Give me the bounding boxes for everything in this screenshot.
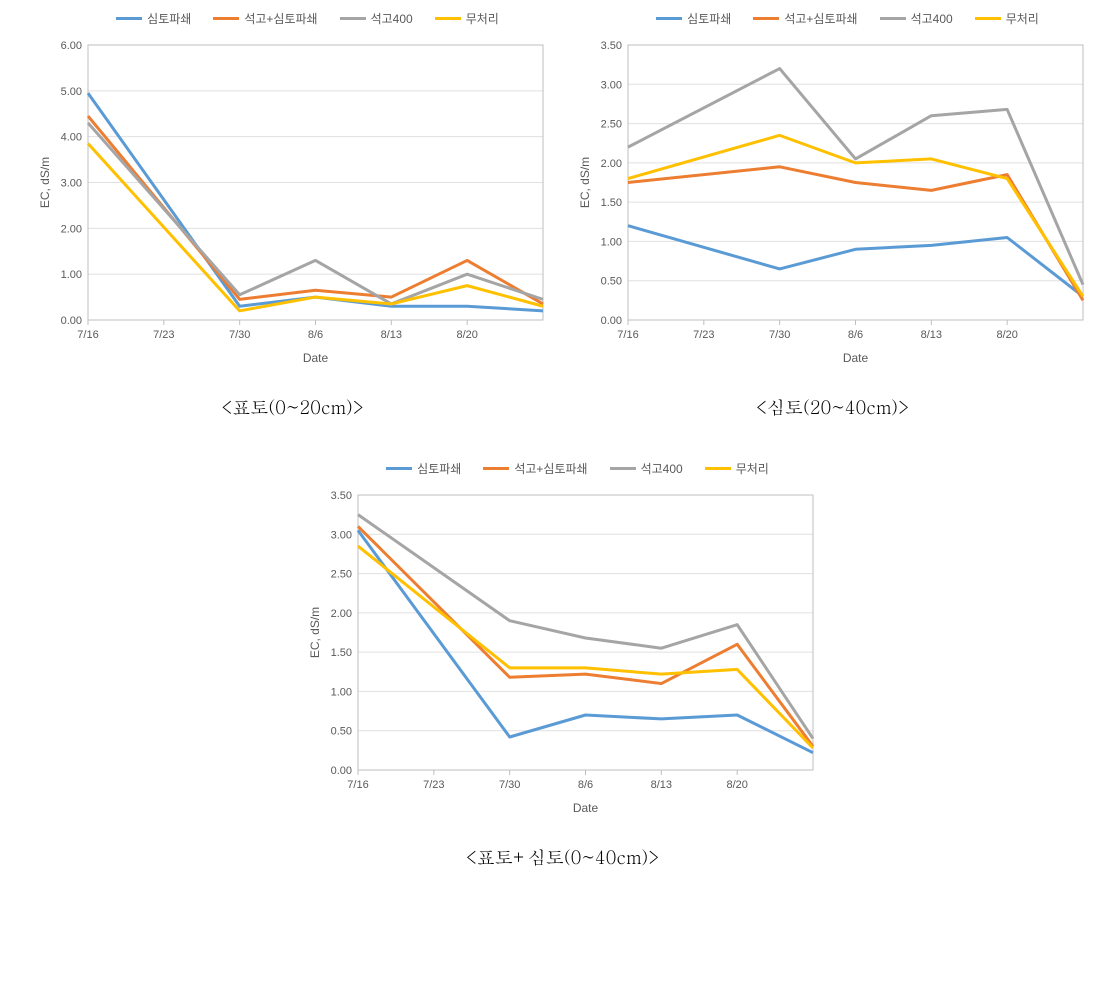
svg-text:0.50: 0.50 [330, 726, 351, 738]
svg-text:5.00: 5.00 [60, 86, 81, 98]
svg-text:7/30: 7/30 [768, 329, 789, 341]
svg-text:7/16: 7/16 [347, 779, 368, 791]
legend-item: 심토파쇄 [116, 10, 191, 27]
svg-text:3.00: 3.00 [600, 79, 621, 91]
chart-2: 0.00 0.50 1.00 1.50 2.00 2.50 3.00 3.50 7/16 7/23… [573, 35, 1093, 380]
legend-label: 석고400 [641, 460, 683, 477]
svg-text:2.00: 2.00 [330, 608, 351, 620]
legend-swatch [213, 17, 239, 20]
legend-item: 심토파쇄 [386, 460, 461, 477]
svg-text:8/20: 8/20 [726, 779, 747, 791]
caption-1: <표토(0~20cm)> [221, 395, 364, 420]
svg-text:1.50: 1.50 [600, 197, 621, 209]
legend-item: 석고+심토파쇄 [213, 10, 317, 27]
svg-text:8/20: 8/20 [996, 329, 1017, 341]
legend-label: 석고400 [371, 10, 413, 27]
svg-text:EC, dS/m: EC, dS/m [38, 157, 52, 208]
legend-swatch [610, 467, 636, 470]
svg-text:0.00: 0.00 [60, 315, 81, 327]
svg-text:7/30: 7/30 [498, 779, 519, 791]
legend-item: 석고400 [610, 460, 683, 477]
chart-1: 0.00 1.00 2.00 3.00 4.00 5.00 6.00 7/16 7/23 7/30… [33, 35, 553, 380]
top-row: 심토파쇄 석고+심토파쇄 석고400 무처리 0.00 1.00 2.00 3.00 4… [10, 10, 1105, 450]
svg-text:8/13: 8/13 [920, 329, 941, 341]
svg-text:0.50: 0.50 [600, 276, 621, 288]
legend-item: 석고400 [880, 10, 953, 27]
svg-text:0.00: 0.00 [600, 315, 621, 327]
svg-text:1.00: 1.00 [60, 269, 81, 281]
legend-swatch [340, 17, 366, 20]
chart-block-1: 심토파쇄 석고+심토파쇄 석고400 무처리 0.00 1.00 2.00 3.00 4… [33, 10, 553, 450]
svg-text:3.00: 3.00 [330, 529, 351, 541]
caption-3: <표토+심토(0~40cm)> [466, 845, 660, 870]
chart-block-2: 심토파쇄 석고+심토파쇄 석고400 무처리 0.00 0.50 1.00 1.50 2… [573, 10, 1093, 450]
svg-text:Date: Date [572, 801, 598, 815]
legend-item: 석고+심토파쇄 [483, 460, 587, 477]
svg-text:7/23: 7/23 [423, 779, 444, 791]
bottom-row: 심토파쇄 석고+심토파쇄 석고400 무처리 0.00 0.50 1.00 1.50 2… [10, 460, 1105, 900]
legend-swatch [880, 17, 906, 20]
legend-1: 심토파쇄 석고+심토파쇄 석고400 무처리 [86, 10, 499, 27]
legend-label: 심토파쇄 [687, 10, 731, 27]
legend-swatch [386, 467, 412, 470]
legend-2: 심토파쇄 석고+심토파쇄 석고400 무처리 [626, 10, 1039, 27]
legend-item: 석고+심토파쇄 [753, 10, 857, 27]
svg-text:8/20: 8/20 [456, 329, 477, 341]
legend-item: 무처리 [975, 10, 1039, 27]
legend-item: 무처리 [705, 460, 769, 477]
chart-3: 0.00 0.50 1.00 1.50 2.00 2.50 3.00 3.50 7/16 7/23… [303, 485, 823, 830]
legend-label: 무처리 [736, 460, 769, 477]
svg-text:7/16: 7/16 [617, 329, 638, 341]
legend-label: 무처리 [1006, 10, 1039, 27]
legend-swatch [705, 467, 731, 470]
legend-label: 석고400 [911, 10, 953, 27]
svg-text:8/6: 8/6 [307, 329, 322, 341]
svg-text:3.50: 3.50 [330, 490, 351, 502]
svg-text:8/6: 8/6 [577, 779, 592, 791]
svg-text:2.00: 2.00 [60, 223, 81, 235]
legend-item: 무처리 [435, 10, 499, 27]
legend-label: 무처리 [466, 10, 499, 27]
legend-swatch [483, 467, 509, 470]
legend-swatch [116, 17, 142, 20]
svg-text:1.00: 1.00 [330, 686, 351, 698]
svg-text:7/23: 7/23 [693, 329, 714, 341]
svg-text:2.50: 2.50 [600, 119, 621, 131]
svg-text:8/13: 8/13 [380, 329, 401, 341]
svg-text:3.00: 3.00 [60, 178, 81, 190]
svg-text:6.00: 6.00 [60, 40, 81, 52]
svg-text:3.50: 3.50 [600, 40, 621, 52]
svg-text:0.00: 0.00 [330, 765, 351, 777]
svg-text:1.00: 1.00 [600, 236, 621, 248]
legend-swatch [435, 17, 461, 20]
legend-label: 심토파쇄 [417, 460, 461, 477]
svg-text:EC, dS/m: EC, dS/m [578, 157, 592, 208]
svg-text:8/6: 8/6 [847, 329, 862, 341]
legend-label: 석고+심토파쇄 [514, 460, 587, 477]
legend-item: 석고400 [340, 10, 413, 27]
svg-text:2.50: 2.50 [330, 569, 351, 581]
legend-label: 심토파쇄 [147, 10, 191, 27]
svg-text:7/23: 7/23 [153, 329, 174, 341]
svg-text:8/13: 8/13 [650, 779, 671, 791]
svg-text:7/16: 7/16 [77, 329, 98, 341]
svg-text:Date: Date [302, 351, 328, 365]
chart-block-3: 심토파쇄 석고+심토파쇄 석고400 무처리 0.00 0.50 1.00 1.50 2… [303, 460, 823, 900]
svg-text:7/30: 7/30 [228, 329, 249, 341]
legend-item: 심토파쇄 [656, 10, 731, 27]
svg-text:1.50: 1.50 [330, 647, 351, 659]
legend-swatch [975, 17, 1001, 20]
svg-text:2.00: 2.00 [600, 158, 621, 170]
legend-3: 심토파쇄 석고+심토파쇄 석고400 무처리 [356, 460, 769, 477]
legend-swatch [753, 17, 779, 20]
legend-label: 석고+심토파쇄 [784, 10, 857, 27]
legend-label: 석고+심토파쇄 [244, 10, 317, 27]
svg-text:EC, dS/m: EC, dS/m [308, 607, 322, 658]
svg-text:4.00: 4.00 [60, 132, 81, 144]
caption-2: <심토(20~40cm)> [756, 395, 909, 420]
svg-text:Date: Date [842, 351, 868, 365]
legend-swatch [656, 17, 682, 20]
